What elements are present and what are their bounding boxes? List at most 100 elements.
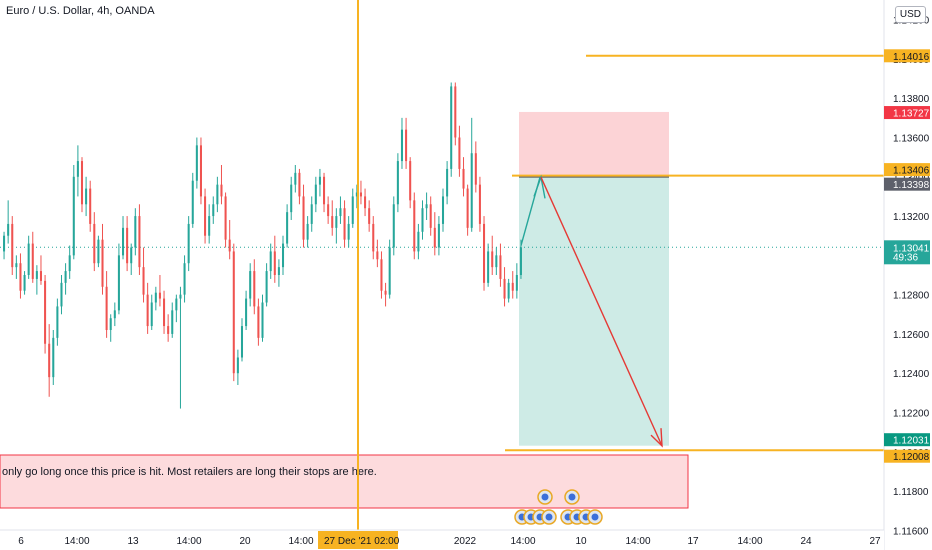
- price-tick-label: 1.11800: [893, 487, 929, 498]
- time-tick-label: 14:00: [176, 536, 201, 547]
- price-badge-level: [884, 449, 930, 463]
- event-flag-icon-core: [545, 513, 553, 521]
- candle-body: [23, 275, 26, 291]
- time-tick-label: 17: [687, 536, 699, 547]
- candle-body: [179, 294, 182, 299]
- time-tick-label: 2022: [454, 536, 477, 547]
- candle-body: [142, 267, 145, 295]
- candle-body: [109, 318, 112, 330]
- candle-body: [245, 298, 248, 327]
- candle-body: [323, 176, 326, 205]
- candle-body: [195, 145, 198, 181]
- candle-body: [183, 263, 186, 295]
- time-tick-label: 13: [127, 536, 139, 547]
- candle-body: [93, 223, 96, 264]
- target-zone: [519, 177, 669, 446]
- time-tick-label: 14:00: [625, 536, 650, 547]
- candle-body: [113, 310, 116, 319]
- candle-body: [19, 263, 22, 291]
- candle-body: [105, 286, 108, 330]
- candle-body: [220, 184, 223, 197]
- candle-body: [261, 302, 264, 338]
- candle-body: [507, 282, 510, 299]
- crosshair-time-label: 27 Dec '21 02:00: [324, 536, 400, 547]
- candle-body: [269, 251, 272, 272]
- candle-body: [392, 204, 395, 248]
- candle-body: [253, 271, 256, 307]
- candle-body: [441, 196, 445, 224]
- candle-body: [306, 223, 309, 240]
- candle-body: [97, 239, 100, 264]
- candle-body: [478, 184, 481, 224]
- price-badge-label: 1.13041: [893, 243, 930, 254]
- candle-body: [208, 216, 211, 236]
- candle-body: [187, 223, 190, 264]
- candle-body: [15, 263, 18, 268]
- candle-body: [380, 259, 383, 291]
- candle-body: [286, 212, 289, 244]
- candle-body: [499, 255, 502, 279]
- candle-body: [60, 282, 63, 307]
- candle-body: [339, 208, 342, 217]
- candle-body: [396, 161, 399, 205]
- candle-body: [277, 267, 280, 275]
- candle-body: [437, 223, 440, 248]
- candle-body: [400, 129, 404, 162]
- candle-body: [64, 271, 67, 283]
- candle-body: [199, 145, 202, 197]
- price-badge-label: 1.13727: [893, 109, 930, 120]
- candle-body: [470, 153, 473, 228]
- candle-body: [158, 292, 161, 299]
- candle-body: [511, 282, 514, 291]
- candle-body: [347, 223, 350, 240]
- candle-body: [48, 343, 51, 378]
- candle-body: [462, 168, 465, 189]
- candle-body: [39, 271, 42, 281]
- drop-arrowhead: [650, 428, 663, 448]
- candle-body: [372, 223, 375, 252]
- price-badge-level: [884, 49, 930, 63]
- candle-body: [44, 280, 47, 344]
- time-tick-label: 14:00: [288, 536, 313, 547]
- candle-body: [454, 86, 457, 138]
- candle-body: [376, 251, 379, 260]
- candle-body: [355, 192, 358, 197]
- candle-body: [27, 243, 30, 275]
- time-tick-label: 20: [239, 536, 251, 547]
- time-tick-label: 27: [869, 536, 881, 547]
- time-tick-label: 10: [575, 536, 587, 547]
- candle-body: [31, 243, 34, 279]
- annotation-text: only go long once this price is hit. Mos…: [2, 466, 377, 478]
- candle-body: [167, 326, 170, 334]
- candle-body: [281, 243, 285, 268]
- drop-arrow: [540, 176, 663, 447]
- candle-body: [343, 208, 346, 240]
- candle-body: [146, 294, 149, 327]
- price-badge-stop: [884, 106, 930, 120]
- candle-body: [327, 204, 330, 217]
- candle-body: [72, 176, 75, 256]
- time-tick-label: 24: [800, 536, 812, 547]
- candle-body: [364, 196, 367, 209]
- price-badge-countdown: 49:36: [893, 252, 918, 263]
- candle-body: [68, 255, 71, 272]
- price-badge-entry: [884, 177, 930, 191]
- candle-body: [228, 239, 231, 252]
- candle-body: [150, 302, 153, 327]
- currency-button[interactable]: USD: [894, 6, 926, 23]
- price-badge-label: 1.13398: [893, 180, 930, 191]
- candle-body: [290, 184, 293, 213]
- price-tick-label: 1.12800: [893, 291, 930, 302]
- price-axis-panel: [884, 0, 932, 550]
- candle-body: [273, 251, 276, 275]
- candle-body: [458, 137, 461, 169]
- candle-body: [265, 271, 268, 303]
- candle-body: [175, 298, 178, 311]
- candle-body: [425, 204, 428, 209]
- candle-body: [126, 227, 129, 264]
- candle-body: [294, 172, 297, 185]
- candle-body: [232, 251, 235, 374]
- time-tick-label: 14:00: [510, 536, 535, 547]
- candle-body: [236, 357, 239, 374]
